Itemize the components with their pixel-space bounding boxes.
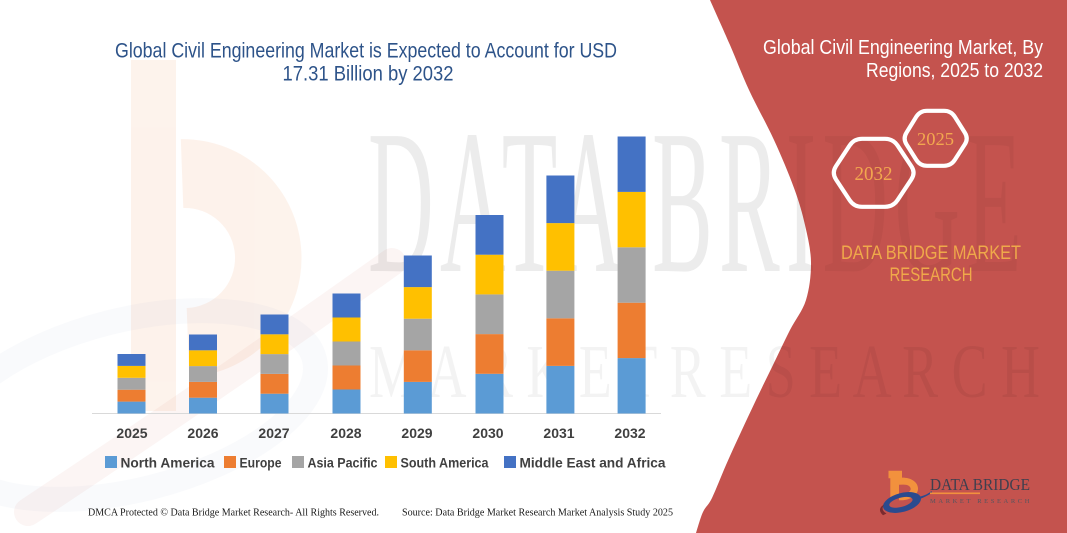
svg-text:South America: South America (401, 455, 489, 471)
svg-text:North America: North America (121, 455, 215, 471)
svg-text:2025: 2025 (917, 129, 954, 149)
svg-text:2031: 2031 (543, 425, 574, 441)
svg-text:MARKET RESEARCH: MARKET RESEARCH (930, 498, 1032, 505)
svg-text:2030: 2030 (472, 425, 503, 441)
svg-text:DMCA Protected © Data Bridge M: DMCA Protected © Data Bridge Market Rese… (88, 508, 379, 519)
svg-text:Europe: Europe (240, 455, 282, 471)
svg-text:17.31 Billion by 2032: 17.31 Billion by 2032 (283, 63, 454, 86)
svg-text:2032: 2032 (614, 425, 645, 441)
svg-text:RESEARCH: RESEARCH (890, 265, 973, 286)
svg-text:2028: 2028 (330, 425, 361, 441)
svg-text:2029: 2029 (401, 425, 432, 441)
svg-text:Middle East and Africa: Middle East and Africa (520, 455, 666, 471)
svg-text:Global Civil Engineering Marke: Global Civil Engineering Market is Expec… (115, 40, 617, 63)
svg-text:2026: 2026 (187, 425, 218, 441)
svg-text:Global Civil Engineering Marke: Global Civil Engineering Market, By (763, 37, 1043, 59)
svg-text:Regions, 2025 to 2032: Regions, 2025 to 2032 (866, 60, 1043, 82)
svg-text:DATA BRIDGE MARKET: DATA BRIDGE MARKET (841, 243, 1021, 264)
svg-text:Source: Data Bridge Market Res: Source: Data Bridge Market Research Mark… (402, 508, 673, 519)
svg-text:DATA BRIDGE: DATA BRIDGE (930, 475, 1030, 494)
svg-text:2032: 2032 (855, 163, 893, 185)
svg-text:2025: 2025 (116, 425, 147, 441)
svg-text:Asia Pacific: Asia Pacific (308, 455, 378, 471)
svg-text:2027: 2027 (258, 425, 289, 441)
